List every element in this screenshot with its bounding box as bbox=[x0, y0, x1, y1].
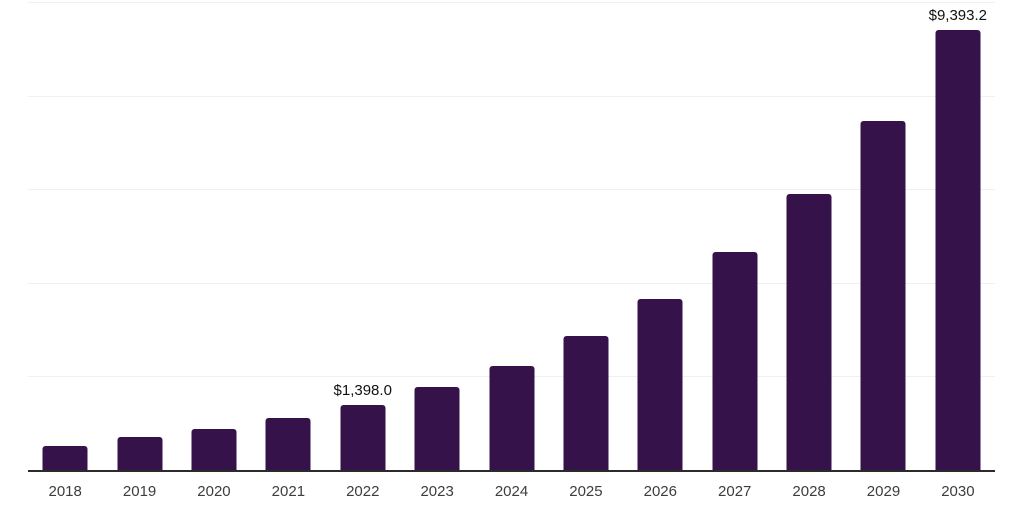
data-label-2030: $9,393.2 bbox=[928, 7, 987, 25]
x-axis-labels: 2018 2019 2020 2021 2022 2023 2024 2025 2026 2027… bbox=[28, 482, 995, 502]
gridline-8000 bbox=[28, 95, 995, 97]
bar-2018 bbox=[42, 446, 88, 470]
x-tick-2027: 2027 bbox=[718, 483, 752, 500]
bar-2019 bbox=[117, 437, 163, 470]
plot-area: $1,398.0 $9,393.2 bbox=[28, 2, 995, 472]
bar-2029 bbox=[860, 120, 906, 470]
bar-2030 bbox=[935, 30, 981, 470]
bar-2023 bbox=[414, 386, 460, 470]
x-tick-2021: 2021 bbox=[271, 483, 306, 500]
bar-2021 bbox=[265, 418, 311, 470]
x-tick-2030: 2030 bbox=[941, 483, 975, 500]
bar-2027 bbox=[712, 252, 758, 470]
x-tick-2022: 2022 bbox=[346, 483, 380, 500]
x-tick-2026: 2026 bbox=[643, 483, 677, 500]
gridline-6000 bbox=[28, 189, 995, 191]
bar-2028 bbox=[786, 193, 832, 470]
bar-2025 bbox=[563, 335, 609, 470]
bar-2024 bbox=[489, 365, 534, 470]
x-tick-2019: 2019 bbox=[122, 483, 157, 500]
x-tick-2025: 2025 bbox=[569, 483, 603, 500]
data-label-2022: $1,398.0 bbox=[333, 381, 392, 399]
x-tick-2029: 2029 bbox=[866, 483, 901, 500]
x-tick-2028: 2028 bbox=[792, 483, 826, 500]
gridline-4000 bbox=[28, 282, 995, 284]
x-tick-2018: 2018 bbox=[48, 483, 82, 500]
gridline-10000 bbox=[28, 2, 995, 3]
x-tick-2020: 2020 bbox=[197, 483, 231, 500]
x-tick-2023: 2023 bbox=[420, 483, 454, 500]
bar-2020 bbox=[191, 428, 237, 470]
bar-2022 bbox=[340, 404, 386, 470]
bar-2026 bbox=[637, 298, 683, 470]
x-tick-2024: 2024 bbox=[494, 483, 529, 500]
